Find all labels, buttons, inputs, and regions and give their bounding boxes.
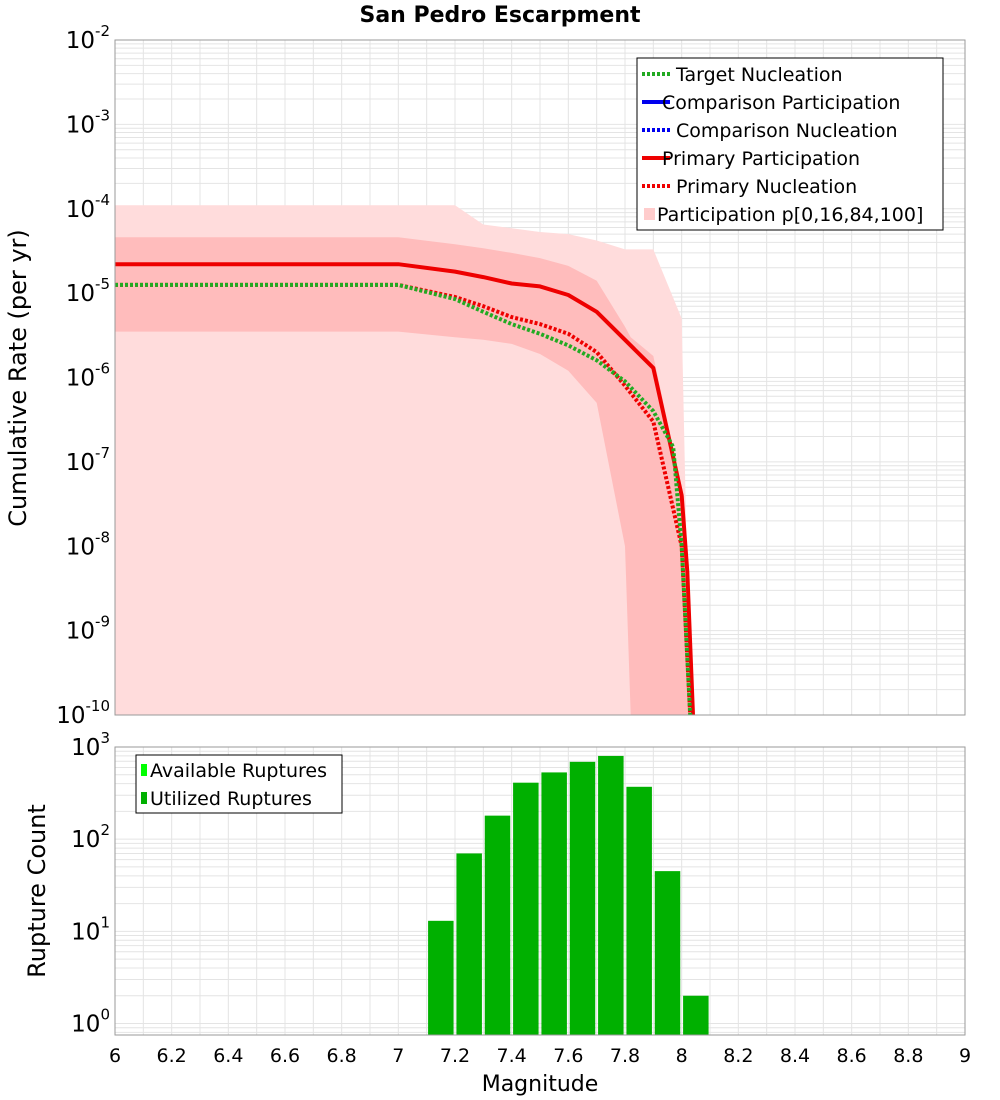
bar <box>598 755 624 1035</box>
x-tick-label: 8 <box>676 1045 688 1067</box>
y-tick-label: 10-3 <box>66 106 110 138</box>
bottom-panel: 103 102 101 100 6 6.2 6.4 6.6 6.8 7 7.2 7.4 7.6 7.8 8… <box>23 729 971 1097</box>
legend-swatch <box>644 208 655 220</box>
rupture-bars <box>428 755 709 1035</box>
legend-label: Primary Nucleation <box>676 176 857 198</box>
x-tick-label: 7 <box>392 1045 404 1067</box>
top-y-ticks: 10-2 10-3 10-4 10-5 10-6 10-7 10-8 10-9 10-10 <box>56 22 110 729</box>
y-tick-label: 10-8 <box>66 528 110 560</box>
bar <box>456 853 482 1035</box>
y-tick-label: 100 <box>71 1005 110 1037</box>
legend-swatch <box>141 764 147 776</box>
bar <box>513 782 539 1035</box>
series-primary-participation <box>115 262 695 716</box>
bar <box>683 995 709 1035</box>
bar <box>654 871 681 1035</box>
bar <box>626 786 652 1035</box>
legend-box <box>135 754 343 814</box>
top-legend: Target Nucleation Comparison Participatio… <box>636 57 944 231</box>
legend-label: Available Ruptures <box>150 760 327 782</box>
top-frame <box>114 39 966 716</box>
x-ticks: 6 6.2 6.4 6.6 6.8 7 7.2 7.4 7.6 7.8 8 8.2 8.4 8.6 8.8 9 <box>109 1045 971 1067</box>
x-tick-label: 6.4 <box>213 1045 243 1067</box>
legend-label: Primary Participation <box>662 148 860 170</box>
legend-label: Participation p[0,16,84,100] <box>657 204 923 226</box>
y-tick-label: 10-4 <box>66 191 110 223</box>
top-y-axis-label: Cumulative Rate (per yr) <box>4 229 32 527</box>
y-tick-label: 10-6 <box>66 360 110 392</box>
x-tick-label: 8.6 <box>837 1045 867 1067</box>
x-tick-label: 9 <box>959 1045 971 1067</box>
y-tick-label: 102 <box>71 821 110 853</box>
bar <box>569 761 596 1035</box>
x-tick-label: 8.8 <box>893 1045 923 1067</box>
band-p16-p84 <box>115 237 691 715</box>
participation-bands <box>115 205 696 716</box>
y-tick-label: 10-10 <box>56 697 110 729</box>
x-tick-label: 8.2 <box>723 1045 753 1067</box>
y-tick-label: 10-7 <box>66 444 110 476</box>
legend-label: Comparison Participation <box>662 92 900 114</box>
rate-lines <box>115 262 695 716</box>
y-tick-label: 10-5 <box>66 275 110 307</box>
x-tick-label: 7.4 <box>497 1045 527 1067</box>
x-tick-label: 6.6 <box>270 1045 300 1067</box>
bar <box>484 815 511 1035</box>
bar <box>541 772 567 1035</box>
x-tick-label: 6.2 <box>157 1045 187 1067</box>
legend-swatch <box>141 792 147 804</box>
x-tick-label: 7.6 <box>553 1045 583 1067</box>
legend-label: Target Nucleation <box>675 64 843 86</box>
x-tick-label: 6 <box>109 1045 121 1067</box>
x-tick-label: 7.8 <box>610 1045 640 1067</box>
x-axis-label: Magnitude <box>482 1072 599 1097</box>
legend-label: Utilized Ruptures <box>150 788 312 810</box>
chart-title: San Pedro Escarpment <box>359 3 641 28</box>
series-target-nucleation <box>115 282 693 716</box>
y-tick-label: 103 <box>71 729 110 761</box>
legend-box <box>636 57 944 231</box>
y-tick-label: 10-2 <box>66 22 110 54</box>
bottom-frame <box>114 746 966 1036</box>
top-panel: 10-2 10-3 10-4 10-5 10-6 10-7 10-8 10-9 10-10 Cu… <box>4 22 966 729</box>
x-tick-label: 7.2 <box>440 1045 470 1067</box>
bottom-legend: Available Ruptures Utilized Ruptures <box>135 754 343 814</box>
y-tick-label: 101 <box>71 913 110 945</box>
y-tick-label: 10-9 <box>66 613 110 645</box>
bar <box>428 920 454 1035</box>
x-tick-label: 6.8 <box>327 1045 357 1067</box>
bottom-y-ticks: 103 102 101 100 <box>71 729 110 1037</box>
x-tick-label: 8.4 <box>780 1045 810 1067</box>
legend-label: Comparison Nucleation <box>676 120 898 142</box>
bottom-y-axis-label: Rupture Count <box>23 804 51 978</box>
